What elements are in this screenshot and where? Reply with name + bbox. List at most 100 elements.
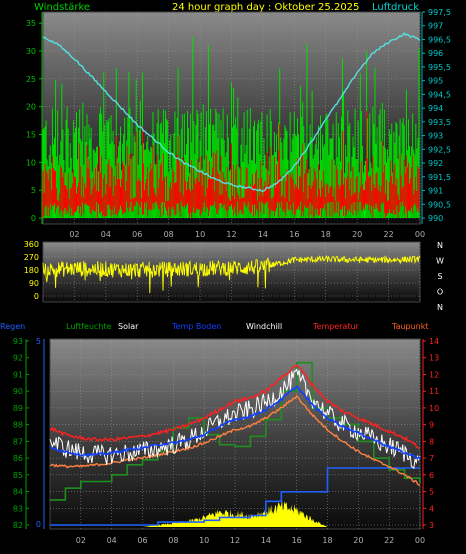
time-tick-label: 00 [415,230,425,239]
legend-item: Temp Boden [171,322,221,331]
pressure-series [42,31,421,192]
pressure-y-tick-label: 993,5 [428,118,451,127]
humidity-y-tick-label: 86 [13,454,23,463]
pressure-axis-title: Luftdruck [372,2,419,13]
climate-series [49,361,421,527]
rain-y-tick-label: 5 [36,337,41,346]
temp-y-tick-label: 9 [429,421,434,430]
humidity-y-tick-label: 91 [13,370,23,379]
time-tick-label: 04 [101,230,111,239]
pressure-y-tick-label: 990 [428,214,443,223]
pressure-y-tick-label: 991 [428,187,443,196]
wind-y-tick-label: 5 [31,186,36,195]
legend-item: Solar [118,322,139,331]
direction-y-tick-label: 360 [24,240,39,249]
compass-label: S [437,272,442,281]
temp-y-tick-label: 6 [429,471,434,480]
time-tick-label: 12 [226,230,236,239]
time-tick-label: 10 [195,230,205,239]
pressure-y-tick-label: 996 [428,49,443,58]
solar-area [142,499,328,527]
legend-item: Temperatur [312,322,360,331]
pressure-y-tick-label: 991,5 [428,173,451,182]
legend-item: Taupunkt [391,322,429,331]
wind-y-tick-label: 0 [31,214,36,223]
pressure-y-tick-label: 995 [428,77,443,86]
time-tick-label: 02 [69,230,79,239]
time-tick-label: 00 [415,536,425,545]
wind-y-tick-label: 35 [26,19,36,28]
temp-y-tick-label: 8 [429,437,434,446]
humidity-y-tick-label: 92 [13,354,23,363]
time-tick-label: 02 [76,536,86,545]
direction-y-tick-label: 270 [24,253,39,262]
wind-y-tick-label: 15 [26,130,36,139]
compass-label: N [437,241,443,250]
time-tick-label: 18 [322,536,332,545]
pressure-y-tick-label: 994 [428,104,443,113]
pressure-y-tick-label: 994,5 [428,90,451,99]
direction-series [42,254,421,294]
time-tick-label: 08 [168,536,178,545]
wind-y-tick-label: 25 [26,75,36,84]
time-tick-label: 20 [353,536,363,545]
pressure-y-tick-label: 995,5 [428,63,451,72]
humidity-y-tick-label: 84 [13,488,23,497]
pressure-y-tick-label: 997 [428,22,443,31]
temperature-line [49,364,421,449]
temp-y-tick-label: 13 [429,354,439,363]
pressure-y-tick-label: 990,5 [428,200,451,209]
time-tick-label: 14 [258,230,268,239]
humidity-y-tick-label: 88 [13,421,23,430]
wind-y-tick-label: 10 [26,158,36,167]
direction-line [42,254,421,294]
wind-y-tick-label: 20 [26,103,36,112]
windchill-line [49,368,421,470]
time-tick-label: 10 [199,536,209,545]
wind-y-tick-label: 30 [26,47,36,56]
compass-label: N [437,303,443,312]
temp-y-tick-label: 7 [429,454,434,463]
legend-item: Regen [0,322,25,331]
time-tick-label: 20 [352,230,362,239]
humidity-y-tick-label: 87 [13,437,23,446]
humidity-y-tick-label: 83 [13,504,23,513]
rain-line [50,467,420,526]
humidity-y-tick-label: 89 [13,404,23,413]
time-tick-label: 14 [261,536,271,545]
direction-panel-axes: 0 90 180 270 360 [24,240,39,301]
pressure-y-tick-label: 992 [428,159,443,168]
pressure-y-tick-label: 996,5 [428,35,451,44]
pressure-y-tick-label: 993 [428,132,443,141]
humidity-y-tick-label: 85 [13,471,23,480]
pressure-y-tick-label: 992,5 [428,145,451,154]
temp-y-tick-label: 5 [429,488,434,497]
page-title: 24 hour graph day : Oktober 25.2025 [172,2,359,13]
temp-y-tick-label: 4 [429,504,434,513]
climate-panel-axes: 8283848586878889909192930534567891011121… [13,337,439,545]
direction-y-tick-label: 90 [29,279,39,288]
temp-y-tick-label: 14 [429,337,439,346]
time-tick-label: 06 [132,230,142,239]
rain-y-tick-label: 0 [36,520,41,529]
humidity-y-tick-label: 82 [13,521,23,530]
legend-item: Windchill [246,322,282,331]
wind-axis-title: Windstärke [34,2,90,13]
time-tick-label: 18 [321,230,331,239]
time-tick-label: 12 [230,536,240,545]
temp-y-tick-label: 10 [429,404,439,413]
temp-y-tick-label: 11 [429,387,439,396]
time-tick-label: 16 [292,536,302,545]
ground-temp-line [49,385,421,460]
time-tick-label: 22 [383,230,393,239]
time-tick-label: 06 [137,536,147,545]
compass-label: O [437,288,443,297]
compass-label: W [436,257,444,266]
climate-legend: Regen Luftfeuchte Solar Temp Boden Windchill… [0,322,429,331]
legend-item: Luftfeuchte [66,322,112,331]
humidity-line [50,361,421,501]
humidity-y-tick-label: 90 [13,387,23,396]
time-tick-label: 22 [384,536,394,545]
pressure-line [42,31,421,192]
